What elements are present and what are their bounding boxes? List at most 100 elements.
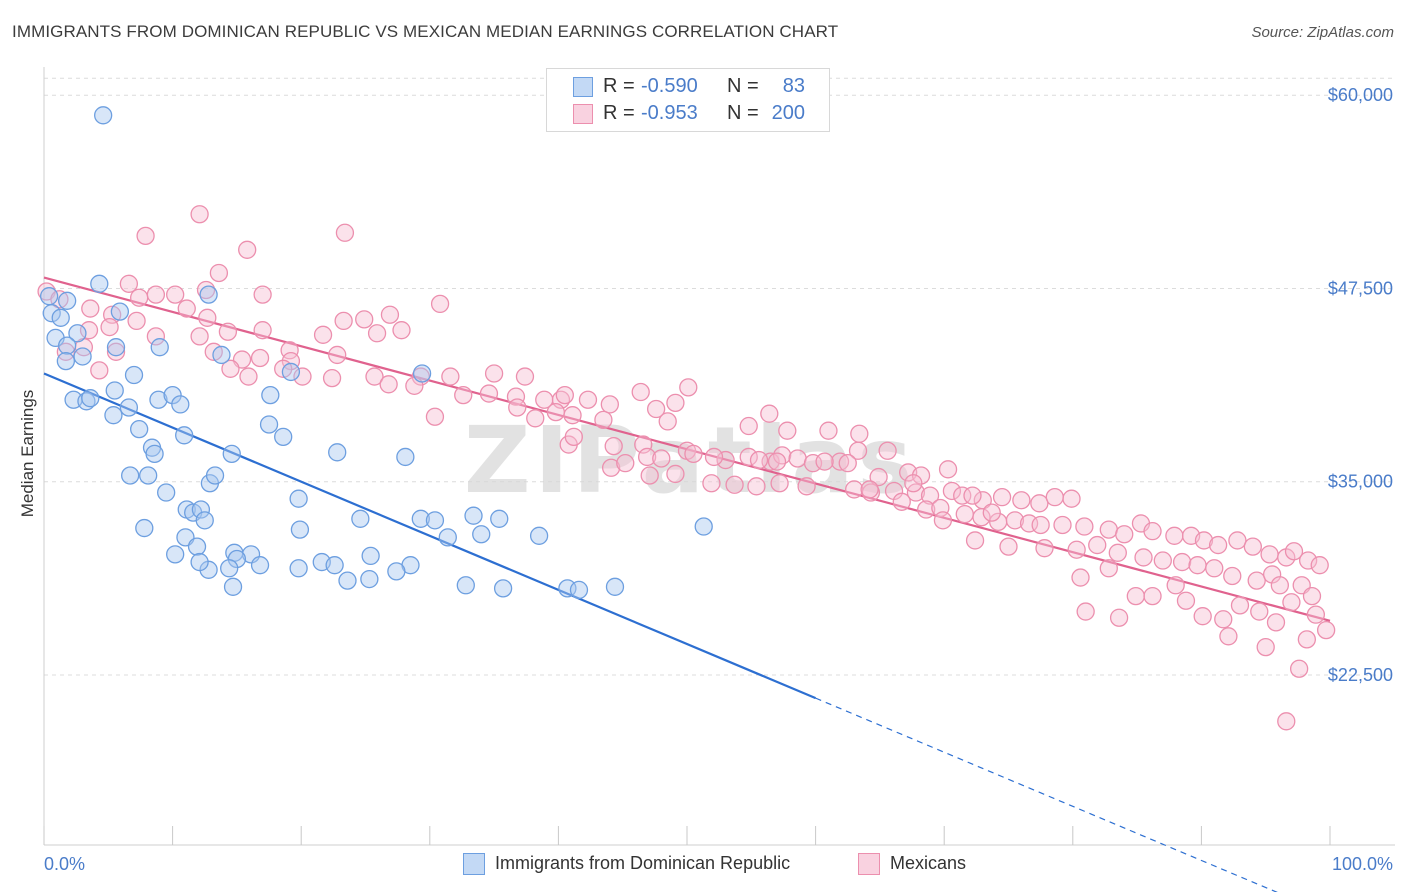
mexicans-point <box>917 500 936 519</box>
legend-r-label: R = <box>603 75 635 97</box>
mexicans-point <box>1176 591 1196 610</box>
mexicans-point <box>770 474 789 493</box>
dominican-point <box>163 385 182 405</box>
mexicans-point <box>218 322 238 341</box>
mexicans-point <box>239 367 258 386</box>
mexicans-point <box>1071 568 1090 587</box>
mexicans-point <box>253 285 272 304</box>
mexicans-point <box>838 453 857 473</box>
dominican-point <box>274 427 293 447</box>
dominican-point <box>104 406 123 425</box>
dominican-point <box>51 308 70 327</box>
dominican-point <box>396 447 415 467</box>
mexicans-point <box>999 537 1018 556</box>
mexicans-point <box>1062 489 1081 508</box>
mexicans-point <box>1108 543 1127 562</box>
mexicans-point <box>328 345 347 365</box>
dominican-trend-extension <box>815 697 1278 892</box>
mexicans-point <box>1298 551 1318 570</box>
dominican-point <box>68 324 87 343</box>
dominican-point <box>529 526 549 545</box>
mexicans-point <box>563 406 582 425</box>
mexicans-point <box>869 467 888 487</box>
mexicans-point <box>190 205 209 224</box>
dominican-point <box>227 549 247 569</box>
dominican-point <box>338 571 357 590</box>
dominican-point <box>145 444 164 464</box>
mexicans-point <box>1067 540 1086 559</box>
mexicans-point <box>652 449 671 468</box>
dominican-point <box>94 106 113 125</box>
mexicans-point <box>441 367 460 386</box>
dominican-point <box>42 304 61 323</box>
mexicans-point <box>1172 552 1192 572</box>
dominican-point <box>149 390 168 409</box>
dominican-point <box>57 336 77 355</box>
dominican-point <box>456 576 475 595</box>
dominican-point <box>361 546 380 566</box>
mexicans-point <box>965 531 985 550</box>
mexicans-point <box>555 385 574 405</box>
dominican-point <box>328 443 347 462</box>
bottom-legend-swatch-blue <box>463 853 485 875</box>
mexicans-point <box>1005 511 1025 530</box>
dominican-point <box>190 552 209 572</box>
mexicans-point <box>739 447 758 467</box>
mexicans-point <box>666 393 685 412</box>
mexicans-point <box>1134 548 1153 567</box>
mexicans-point <box>1277 712 1296 731</box>
dominican-point <box>220 559 239 578</box>
mexicans-point <box>604 436 623 456</box>
mexicans-point <box>508 398 527 417</box>
mexicans-point <box>253 321 272 340</box>
mexicans-point <box>1153 551 1172 570</box>
dominican-point <box>57 291 77 310</box>
mexicans-point <box>747 477 766 496</box>
dominican-point <box>139 466 158 485</box>
mexicans-point <box>392 321 411 340</box>
dominican-point <box>605 577 625 596</box>
mexicans-point <box>1031 515 1050 535</box>
mexicans-point <box>1208 535 1228 555</box>
mexicans-point <box>1143 522 1162 541</box>
mexicans-point <box>920 486 940 505</box>
mexicans-point <box>1053 515 1072 535</box>
mexicans-point <box>56 342 76 361</box>
mexicans-point <box>238 240 257 259</box>
mexicans-point <box>1266 613 1286 632</box>
mexicans-point <box>1166 576 1185 595</box>
legend: R = -0.590 N = 83 R = -0.953 N = 200 <box>546 68 830 132</box>
mexicans-point <box>1165 526 1184 545</box>
legend-r-label: R = <box>603 102 635 124</box>
mexicans-point <box>1316 620 1336 640</box>
mexicans-point <box>166 285 185 304</box>
mexicans-point <box>600 395 619 414</box>
mexicans-point <box>725 475 744 494</box>
y-tick-label: $60,000 <box>1328 85 1393 105</box>
y-axis-label: Median Earnings <box>18 390 37 518</box>
mexicans-point <box>815 452 834 471</box>
mexicans-point <box>1214 610 1233 629</box>
mexicans-point <box>334 311 353 331</box>
mexicans-point <box>380 305 400 324</box>
mexicans-point <box>1075 517 1094 536</box>
legend-n-label: N = <box>727 102 759 124</box>
mexicans-point <box>797 477 816 496</box>
mexicans-point <box>136 226 155 246</box>
mexicans-point <box>955 505 974 524</box>
mexicans-point <box>963 486 982 505</box>
mexicans-point <box>198 308 217 327</box>
legend-n-label: N = <box>727 75 759 97</box>
mexicans-point <box>658 412 677 431</box>
legend-swatch-blue <box>573 77 593 97</box>
dominican-point <box>175 426 194 445</box>
mexicans-point <box>953 486 972 505</box>
series-mexicans-points <box>37 205 1336 731</box>
dominican-point <box>289 559 308 578</box>
mexicans-point <box>127 311 146 331</box>
dominican-point <box>569 580 589 600</box>
dominican-point <box>39 287 59 306</box>
mexicans-point <box>526 409 545 428</box>
mexicans-point <box>1115 525 1134 544</box>
